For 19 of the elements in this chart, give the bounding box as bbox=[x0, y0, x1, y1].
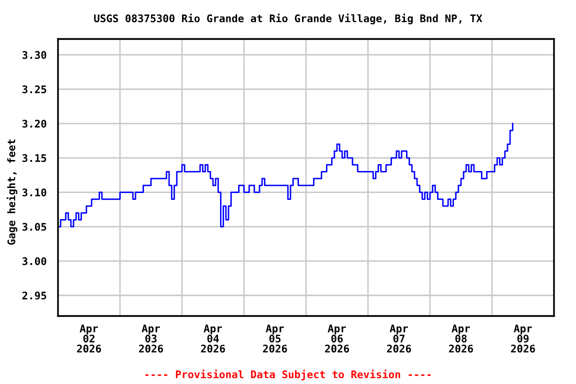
y-tick-label: 3.15 bbox=[22, 154, 46, 162]
y-tick-label: 3.30 bbox=[22, 51, 46, 59]
text: ---- Provisional Data Subject to Revision ---- bbox=[145, 370, 431, 380]
y-tick-label: 3.10 bbox=[22, 188, 46, 196]
x-tick-label: Apr 02 2026 bbox=[77, 324, 101, 353]
y-tick-label: 3.05 bbox=[22, 222, 46, 231]
x-tick-label: Apr 09 2026 bbox=[511, 324, 535, 353]
y-tick-label: 3.25 bbox=[22, 85, 46, 94]
y-axis-title: Gage height, feet bbox=[6, 140, 18, 245]
y-tick-label: 2.95 bbox=[22, 292, 46, 300]
x-tick-label: Apr 06 2026 bbox=[325, 324, 349, 353]
x-tick-label: Apr 03 2026 bbox=[139, 324, 163, 353]
x-tick-label: Apr 08 2026 bbox=[449, 324, 473, 353]
y-tick-label: 3.00 bbox=[22, 257, 46, 266]
y-tick-label: 3.20 bbox=[22, 120, 46, 128]
x-tick-label: Apr 04 2026 bbox=[201, 324, 225, 353]
x-tick-label: Apr 07 2026 bbox=[387, 324, 411, 353]
x-tick-label: Apr 05 2026 bbox=[263, 324, 287, 353]
chart-title: USGS 08375300 Rio Grande at Rio Grande Village, Big Bnd NP, TX bbox=[94, 14, 482, 24]
